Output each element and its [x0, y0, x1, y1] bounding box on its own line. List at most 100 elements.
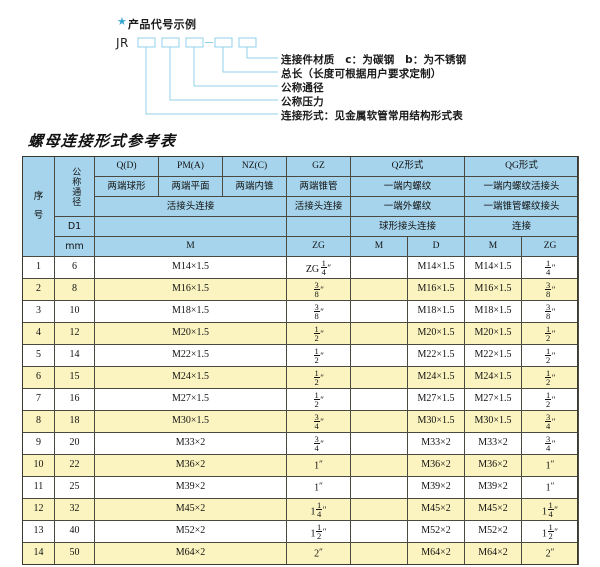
cell-qz-m	[350, 410, 408, 433]
cell-qz-m	[350, 322, 408, 345]
header-d1: D1	[54, 216, 95, 237]
cell-qg-m: M27×1.5	[464, 388, 523, 411]
table-row: 2 8 M16×1.5 3 8 ″ M16×1.5 M16×1.5 3 8 ″	[22, 278, 580, 301]
cell-qg-zg: 3 8 ″	[521, 278, 580, 301]
header-blank-gz	[286, 216, 351, 237]
cell-zg: 3 8 ″	[286, 300, 351, 323]
cell-qg-m: M39×2	[464, 476, 523, 499]
cell-dn: 25	[54, 476, 95, 499]
header-row-connect: 活接头连接 活接头连接 一端外螺纹 一端锥管螺纹接头	[23, 196, 580, 217]
cell-qz-m	[350, 520, 408, 543]
cell-zg: ZG 1 4 ″	[286, 256, 351, 279]
header-unit-qz-m: M	[350, 236, 408, 257]
cell-qz-m	[350, 278, 408, 301]
nut-connection-table: 序号 公称通径 Q(D) PM(A) NZ(C) GZ QZ形式 QG形式 两端…	[22, 156, 580, 565]
header-end-pma: 两端平面	[158, 176, 223, 197]
cell-seq: 10	[22, 454, 55, 477]
cell-qz-d: M36×2	[406, 454, 466, 477]
cell-qz-d: M16×1.5	[406, 278, 466, 301]
header-connect-qz: 一端外螺纹	[349, 196, 466, 217]
cell-qz-d: M27×1.5	[406, 388, 466, 411]
cell-qz-d: M18×1.5	[406, 300, 466, 323]
cell-dn: 8	[54, 278, 95, 301]
cell-qz-m	[350, 542, 408, 565]
diagram-label-nominal-press: 公称压力	[281, 96, 324, 108]
cell-qg-m: M36×2	[464, 454, 523, 477]
cell-seq: 13	[22, 520, 55, 543]
header-connect-qg: 一端锥管螺纹接头	[464, 196, 580, 217]
cell-qg-zg: 1″	[521, 454, 580, 477]
diagram-label-material: 连接件材质 c：为碳钢 b：为不锈钢	[281, 54, 467, 66]
header-ball-qz: 球形接头连接	[349, 216, 466, 237]
cell-qg-zg: 1 4 ″	[521, 256, 580, 279]
cell-zg: 1″	[286, 454, 351, 477]
header-row-d1: D1 球形接头连接 连接	[23, 216, 580, 237]
nut-connection-table-wrapper: 序号 公称通径 Q(D) PM(A) NZ(C) GZ QZ形式 QG形式 两端…	[22, 156, 580, 565]
product-code-prefix: JR	[116, 36, 129, 50]
cell-m: M30×1.5	[94, 410, 287, 433]
table-row: 13 40 M52×2 1 1 2 ″ M52×2 M52×2 1 1 2 ″	[22, 520, 580, 543]
table-row: 11 25 M39×2 1″ M39×2 M39×2 1″	[22, 476, 580, 499]
cell-zg: 1 2 ″	[286, 344, 351, 367]
cell-seq: 11	[22, 476, 55, 499]
cell-m: M24×1.5	[94, 366, 287, 389]
cell-dn: 32	[54, 498, 95, 521]
cell-qg-m: M52×2	[464, 520, 523, 543]
header-unit-qg-m: M	[464, 236, 523, 257]
table-row: 12 32 M45×2 1 1 4 ″ M45×2 M45×2 1 1 4 ″	[22, 498, 580, 521]
cell-dn: 16	[54, 388, 95, 411]
cell-dn: 6	[54, 256, 95, 279]
cell-qz-d: M20×1.5	[406, 322, 466, 345]
cell-qz-d: M14×1.5	[406, 256, 466, 279]
header-row-end-type: 两端球形 两端平面 两端内锥 两端锥管 一端内螺纹 一端内螺纹活接头	[23, 176, 580, 197]
header-blank-left	[94, 216, 287, 237]
cell-qg-zg: 3 4 ″	[521, 432, 580, 455]
cell-zg: 3 8 ″	[286, 278, 351, 301]
cell-qz-d: M52×2	[406, 520, 466, 543]
cell-qz-m	[350, 256, 408, 279]
header-seq: 序号	[22, 156, 55, 257]
cell-qz-d: M45×2	[406, 498, 466, 521]
header-unit-qg-zg: ZG	[521, 236, 580, 257]
cell-zg: 1 2 ″	[286, 322, 351, 345]
cell-qz-m	[350, 388, 408, 411]
cell-seq: 6	[22, 366, 55, 389]
cell-qz-m	[350, 366, 408, 389]
cell-qz-d: M22×1.5	[406, 344, 466, 367]
cell-qz-d: M33×2	[406, 432, 466, 455]
cell-qz-m	[350, 344, 408, 367]
cell-qg-zg: 1 2 ″	[521, 366, 580, 389]
header-end-nzc: 两端内锥	[222, 176, 287, 197]
diagram-label-connection: 连接形式：见金属软管常用结构形式表	[281, 110, 463, 122]
cell-seq: 2	[22, 278, 55, 301]
header-end-qz: 一端内螺纹	[349, 176, 466, 197]
table-row: 6 15 M24×1.5 1 2 ″ M24×1.5 M24×1.5 1 2 ″	[22, 366, 580, 389]
cell-m: M16×1.5	[94, 278, 287, 301]
cell-m: M64×2	[94, 542, 287, 565]
cell-qg-zg: 1 2 ″	[521, 344, 580, 367]
cell-dn: 22	[54, 454, 95, 477]
header-group-nzc: NZ(C)	[222, 156, 287, 177]
cell-m: M18×1.5	[94, 300, 287, 323]
header-connect-gz: 活接头连接	[286, 196, 351, 217]
cell-m: M36×2	[94, 454, 287, 477]
cell-qg-zg: 1″	[521, 476, 580, 499]
diagram-label-nominal-bore: 公称通径	[281, 82, 324, 94]
cell-zg: 3 4 ″	[286, 432, 351, 455]
cell-seq: 9	[22, 432, 55, 455]
cell-dn: 50	[54, 542, 95, 565]
header-group-qd: Q(D)	[94, 156, 159, 177]
cell-m: M45×2	[94, 498, 287, 521]
cell-zg: 1″	[286, 476, 351, 499]
header-row-code: 序号 公称通径 Q(D) PM(A) NZ(C) GZ QZ形式 QG形式	[22, 156, 580, 257]
header-end-qd: 两端球形	[94, 176, 159, 197]
cell-zg: 1 2 ″	[286, 366, 351, 389]
header-end-gz: 两端锥管	[286, 176, 351, 197]
cell-m: M52×2	[94, 520, 287, 543]
diagram-title: 产品代号示例	[128, 18, 197, 31]
cell-qg-m: M45×2	[464, 498, 523, 521]
table-row: 10 22 M36×2 1″ M36×2 M36×2 1″	[22, 454, 580, 477]
cell-qg-m: M18×1.5	[464, 300, 523, 323]
cell-m: M20×1.5	[94, 322, 287, 345]
table-row: 5 14 M22×1.5 1 2 ″ M22×1.5 M22×1.5 1 2 ″	[22, 344, 580, 367]
